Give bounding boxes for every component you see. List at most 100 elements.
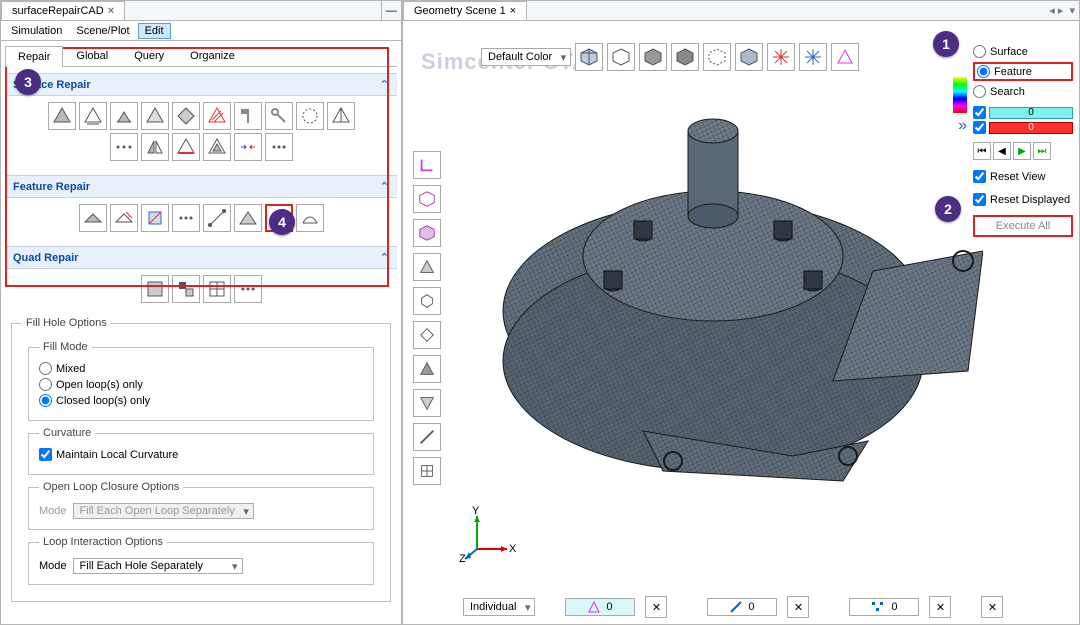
individual-combo[interactable]: Individual: [463, 598, 535, 616]
tool-fr-wing-icon[interactable]: [234, 204, 262, 232]
menu-sceneplot[interactable]: Scene/Plot: [70, 24, 135, 38]
vt-line-icon[interactable]: [413, 423, 441, 451]
execute-all-button[interactable]: Execute All: [973, 215, 1073, 237]
surface-repair-tools: [5, 96, 397, 167]
vt-tri-down-icon[interactable]: [413, 389, 441, 417]
clear-pts-icon[interactable]: ✕: [929, 596, 951, 618]
tool-flip-icon[interactable]: [141, 133, 169, 161]
section-feature-repair[interactable]: Feature Repair ⌃: [5, 175, 397, 198]
loop-interaction-combo[interactable]: Fill Each Hole Separately: [73, 558, 243, 574]
fillhole-options: Fill Hole Options Fill Mode Mixed Open l…: [11, 317, 391, 602]
svg-text:X: X: [509, 543, 517, 555]
tool-wrench-icon[interactable]: [265, 102, 293, 130]
play-icon[interactable]: ▶: [1013, 142, 1031, 160]
radio-mixed[interactable]: [39, 362, 52, 375]
3d-viewport[interactable]: Simcenter STAR Default Color »: [403, 21, 1079, 624]
clear-all-icon[interactable]: ✕: [981, 596, 1003, 618]
callout-badge-2: 2: [935, 196, 961, 222]
tab-organize[interactable]: Organize: [177, 45, 248, 66]
tab-surface-repair-cad[interactable]: surfaceRepairCAD ×: [1, 1, 125, 20]
close-icon[interactable]: ×: [108, 5, 114, 17]
callout-badge-4: 4: [269, 209, 295, 235]
tab-nav-arrows[interactable]: ◂ ▸ ▾: [1045, 1, 1079, 20]
tool-fr2-icon[interactable]: [110, 204, 138, 232]
close-icon[interactable]: ×: [510, 5, 516, 17]
view-star1-icon[interactable]: [767, 43, 795, 71]
view-iso4-icon[interactable]: [671, 43, 699, 71]
radio-surface[interactable]: [973, 45, 986, 58]
clear-tri-icon[interactable]: ✕: [645, 596, 667, 618]
view-iso1-icon[interactable]: [575, 43, 603, 71]
view-iso3-icon[interactable]: [639, 43, 667, 71]
tool-split-edge-icon[interactable]: [172, 133, 200, 161]
tool-fr-line-icon[interactable]: [203, 204, 231, 232]
status-edge-count: 0: [707, 598, 777, 616]
section-surface-repair[interactable]: Surface Repair ⌃: [5, 73, 397, 96]
tool-fr1-icon[interactable]: [79, 204, 107, 232]
collapse-icon[interactable]: ⌃: [380, 78, 389, 91]
view-iso5-icon[interactable]: [703, 43, 731, 71]
collapse-icon[interactable]: ⌃: [380, 251, 389, 264]
tool-inner-tri-icon[interactable]: [203, 133, 231, 161]
quad-repair-tools: [5, 269, 397, 309]
last-icon[interactable]: ⏭: [1033, 142, 1051, 160]
view-star2-icon[interactable]: [799, 43, 827, 71]
tool-dots-split-icon[interactable]: [110, 133, 138, 161]
radio-open-loops[interactable]: [39, 378, 52, 391]
tab-query[interactable]: Query: [121, 45, 177, 66]
color-combo[interactable]: Default Color: [481, 48, 571, 66]
menu-simulation[interactable]: Simulation: [5, 24, 68, 38]
view-iso6-icon[interactable]: [735, 43, 763, 71]
tool-subdiv-icon[interactable]: [327, 102, 355, 130]
radio-feature[interactable]: [977, 65, 990, 78]
clear-edge-icon[interactable]: ✕: [787, 596, 809, 618]
curvature-group: Curvature Maintain Local Curvature: [28, 427, 374, 475]
tool-grow-icon[interactable]: [79, 102, 107, 130]
prev-icon[interactable]: ◀: [993, 142, 1011, 160]
tool-circle-dots-icon[interactable]: [296, 102, 324, 130]
vt-cube-solid-icon[interactable]: [413, 219, 441, 247]
tool-diamond-icon[interactable]: [172, 102, 200, 130]
tool-fr3-icon[interactable]: [141, 204, 169, 232]
tab-geometry-scene[interactable]: Geometry Scene 1 ×: [403, 1, 527, 20]
radio-closed-loops[interactable]: [39, 394, 52, 407]
check-reset-view[interactable]: [973, 170, 986, 183]
vt-cube-wire-icon[interactable]: [413, 185, 441, 213]
view-iso2-icon[interactable]: [607, 43, 635, 71]
tool-fr-dots-icon[interactable]: [172, 204, 200, 232]
tool-arc-tri-icon[interactable]: [110, 102, 138, 130]
tool-tri-icon[interactable]: [141, 102, 169, 130]
minimize-icon[interactable]: —: [381, 1, 401, 20]
tool-hatch-tri-icon[interactable]: [203, 102, 231, 130]
tool-qr3-icon[interactable]: [203, 275, 231, 303]
tool-arrows-icon[interactable]: [234, 133, 262, 161]
vt-tri-solid-icon[interactable]: [413, 355, 441, 383]
radio-search[interactable]: [973, 85, 986, 98]
vt-corner-icon[interactable]: [413, 151, 441, 179]
3d-model-mesh: [463, 61, 983, 541]
vt-hex-icon[interactable]: [413, 287, 441, 315]
check-reset-displayed[interactable]: [973, 193, 986, 206]
view-tri-mag-icon[interactable]: [831, 43, 859, 71]
tool-qr2-icon[interactable]: [172, 275, 200, 303]
check-cyan-bar[interactable]: [973, 106, 986, 119]
tool-fill-polygon-icon[interactable]: [48, 102, 76, 130]
tool-more1-icon[interactable]: [265, 133, 293, 161]
first-icon[interactable]: ⏮: [973, 142, 991, 160]
tool-hammer-icon[interactable]: [234, 102, 262, 130]
tool-fr-last-icon[interactable]: [296, 204, 324, 232]
menu-edit[interactable]: Edit: [138, 23, 171, 39]
vt-grid-icon[interactable]: [413, 457, 441, 485]
svg-text:Z: Z: [459, 553, 466, 564]
axis-triad: X Y Z: [457, 504, 517, 564]
check-red-bar[interactable]: [973, 121, 986, 134]
tab-global[interactable]: Global: [63, 45, 121, 66]
vt-tri-up-icon[interactable]: [413, 253, 441, 281]
check-maintain-curvature[interactable]: [39, 448, 52, 461]
tab-repair[interactable]: Repair: [5, 46, 63, 67]
section-quad-repair[interactable]: Quad Repair ⌃: [5, 246, 397, 269]
collapse-icon[interactable]: ⌃: [380, 180, 389, 193]
vt-diamond-icon[interactable]: [413, 321, 441, 349]
tool-qr1-icon[interactable]: [141, 275, 169, 303]
tool-qr-dots-icon[interactable]: [234, 275, 262, 303]
